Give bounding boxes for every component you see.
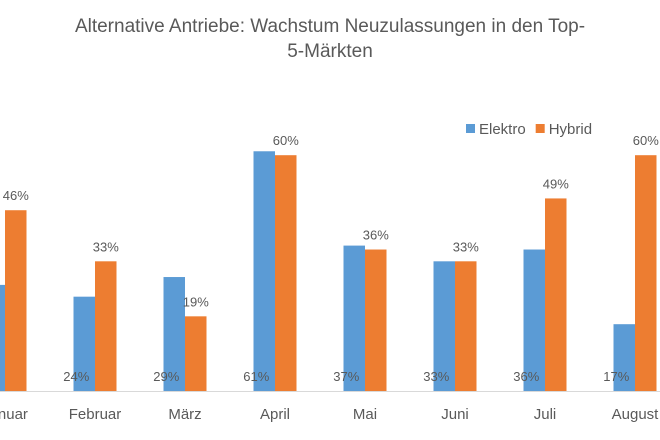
- legend-swatch-elektro: [466, 124, 475, 133]
- x-tick-label: Januar: [0, 406, 28, 423]
- chart-title: Alternative Antriebe: Wachstum Neuzulass…: [0, 14, 660, 64]
- legend-label-elektro: Elektro: [479, 121, 526, 138]
- bar-elektro-mai: [343, 245, 365, 391]
- legend-label-hybrid: Hybrid: [549, 121, 592, 138]
- data-label-hybrid: 46%: [3, 188, 29, 203]
- bar-elektro-januar: [0, 284, 5, 391]
- data-label-hybrid: 60%: [273, 133, 299, 148]
- data-label-elektro: 33%: [423, 369, 449, 384]
- data-label-hybrid: 60%: [633, 133, 659, 148]
- x-tick-label: März: [168, 406, 201, 423]
- data-label-hybrid: 33%: [93, 239, 119, 254]
- data-label-hybrid: 36%: [363, 228, 389, 243]
- bar-hybrid-märz: [185, 316, 207, 391]
- bar-hybrid-mai: [365, 249, 387, 391]
- bar-hybrid-april: [275, 155, 297, 391]
- x-tick-label: Juli: [534, 406, 557, 423]
- bar-elektro-februar: [73, 296, 95, 391]
- data-label-hybrid: 19%: [183, 294, 209, 309]
- bar-elektro-juli: [523, 249, 545, 391]
- data-label-elektro: 36%: [513, 369, 539, 384]
- data-label-elektro: 17%: [603, 369, 629, 384]
- chart-title-line2: 5-Märkten: [287, 41, 373, 62]
- data-label-elektro: 24%: [63, 369, 89, 384]
- bar-hybrid-august: [635, 155, 657, 391]
- bar-hybrid-februar: [95, 261, 117, 391]
- x-tick-label: Mai: [353, 406, 377, 423]
- legend-swatch-hybrid: [535, 124, 545, 133]
- bar-elektro-juni: [433, 261, 455, 391]
- data-label-elektro: 29%: [153, 369, 179, 384]
- bar-elektro-august: [613, 324, 635, 391]
- bar-hybrid-januar: [5, 210, 27, 391]
- bar-hybrid-juni: [455, 261, 477, 391]
- bar-elektro-april: [253, 151, 275, 391]
- x-tick-label: Juni: [441, 406, 469, 423]
- bar-hybrid-juli: [545, 198, 567, 391]
- chart-title-line1: Alternative Antriebe: Wachstum Neuzulass…: [74, 16, 586, 37]
- x-tick-label: April: [260, 406, 290, 423]
- x-tick-label: August: [612, 406, 660, 423]
- data-label-elektro: 61%: [243, 369, 269, 384]
- data-label-hybrid: 33%: [453, 239, 479, 254]
- bar-elektro-märz: [163, 277, 185, 391]
- x-tick-label: Februar: [69, 406, 122, 423]
- data-label-hybrid: 49%: [543, 176, 569, 191]
- data-label-elektro: 37%: [333, 369, 359, 384]
